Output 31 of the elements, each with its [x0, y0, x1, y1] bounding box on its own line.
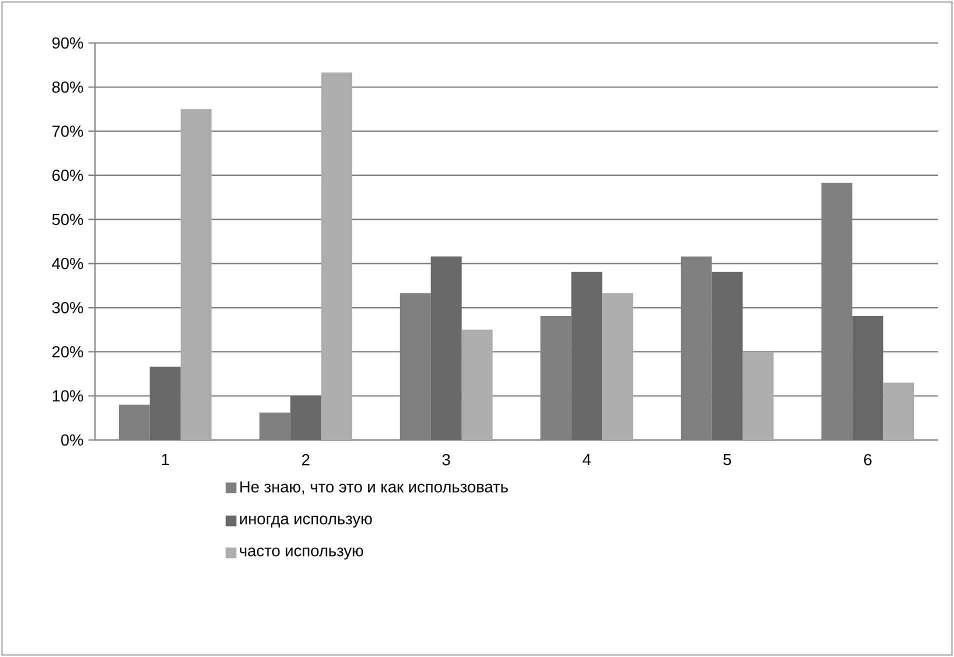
- bar: [150, 366, 181, 440]
- legend-label: иногда использую: [240, 516, 372, 528]
- bar: [290, 396, 322, 440]
- y-tick-label: 90%: [52, 37, 84, 49]
- y-tick-label: 80%: [52, 81, 84, 93]
- legend-label: Не знаю, что это и как использовать: [240, 481, 508, 494]
- y-tick-label: 70%: [52, 126, 84, 137]
- y-tick-label: 20%: [52, 346, 84, 358]
- x-tick-label: 3: [442, 454, 450, 466]
- bar: [321, 72, 352, 440]
- x-tick-label: 4: [582, 454, 591, 466]
- x-tick-label: 2: [302, 454, 310, 466]
- bar: [712, 272, 743, 440]
- bar: [852, 316, 884, 440]
- x-tick-label: 5: [723, 454, 732, 466]
- y-tick-label: 10%: [52, 390, 84, 402]
- bar: [430, 256, 462, 440]
- x-tick-label: 6: [864, 454, 872, 466]
- y-tick-label: 40%: [52, 258, 84, 270]
- legend-label: часто использую: [240, 548, 364, 560]
- y-tick-label: 0%: [61, 434, 84, 446]
- y-tick-label: 50%: [52, 214, 84, 226]
- bar: [180, 109, 212, 440]
- bar: [602, 293, 634, 440]
- bar: [571, 272, 602, 440]
- x-tick-label: 1: [162, 454, 169, 466]
- y-tick-label: 60%: [52, 170, 84, 181]
- y-tick-label: 30%: [52, 302, 84, 314]
- bar: [462, 330, 493, 440]
- bar: [742, 352, 774, 440]
- bar: [883, 382, 914, 440]
